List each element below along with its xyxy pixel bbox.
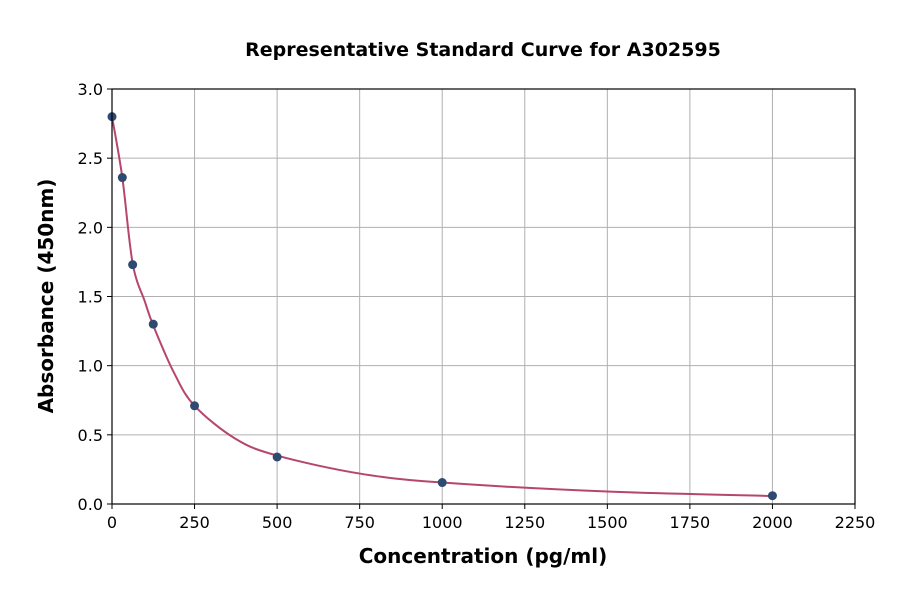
x-tick-label: 750	[344, 513, 375, 532]
data-point	[117, 173, 127, 183]
x-tick-label: 1250	[504, 513, 545, 532]
y-tick-label: 0.0	[78, 495, 103, 514]
data-point	[190, 401, 200, 411]
x-tick-label: 0	[107, 513, 117, 532]
data-point	[767, 491, 777, 501]
y-tick-label: 2.0	[78, 218, 103, 237]
y-tick-label: 0.5	[78, 426, 103, 445]
grid	[111, 88, 856, 505]
y-tick-label: 1.0	[78, 357, 103, 376]
data-point	[128, 260, 138, 270]
x-tick-label: 2000	[752, 513, 793, 532]
data-point	[148, 319, 158, 329]
x-axis-label: Concentration (pg/ml)	[359, 544, 608, 568]
data-point	[437, 478, 447, 488]
x-tick-label: 500	[262, 513, 293, 532]
y-tick-label: 3.0	[78, 80, 103, 99]
x-tick-label: 2250	[835, 513, 876, 532]
y-tick-label: 2.5	[78, 149, 103, 168]
y-axis-label: Absorbance (450nm)	[34, 179, 58, 414]
data-points	[107, 112, 777, 501]
x-tick-label: 250	[179, 513, 210, 532]
chart-title: Representative Standard Curve for A30259…	[245, 39, 721, 61]
data-point	[272, 452, 282, 462]
x-tick-label: 1000	[422, 513, 463, 532]
axis-ticks: 0 250 500 750 1000 1250 1500 1750 2000 2250 0.0 0.5…	[78, 80, 876, 532]
x-tick-label: 1500	[587, 513, 628, 532]
plot-frame	[111, 88, 856, 505]
y-tick-label: 1.5	[78, 288, 103, 307]
x-tick-label: 1750	[670, 513, 711, 532]
